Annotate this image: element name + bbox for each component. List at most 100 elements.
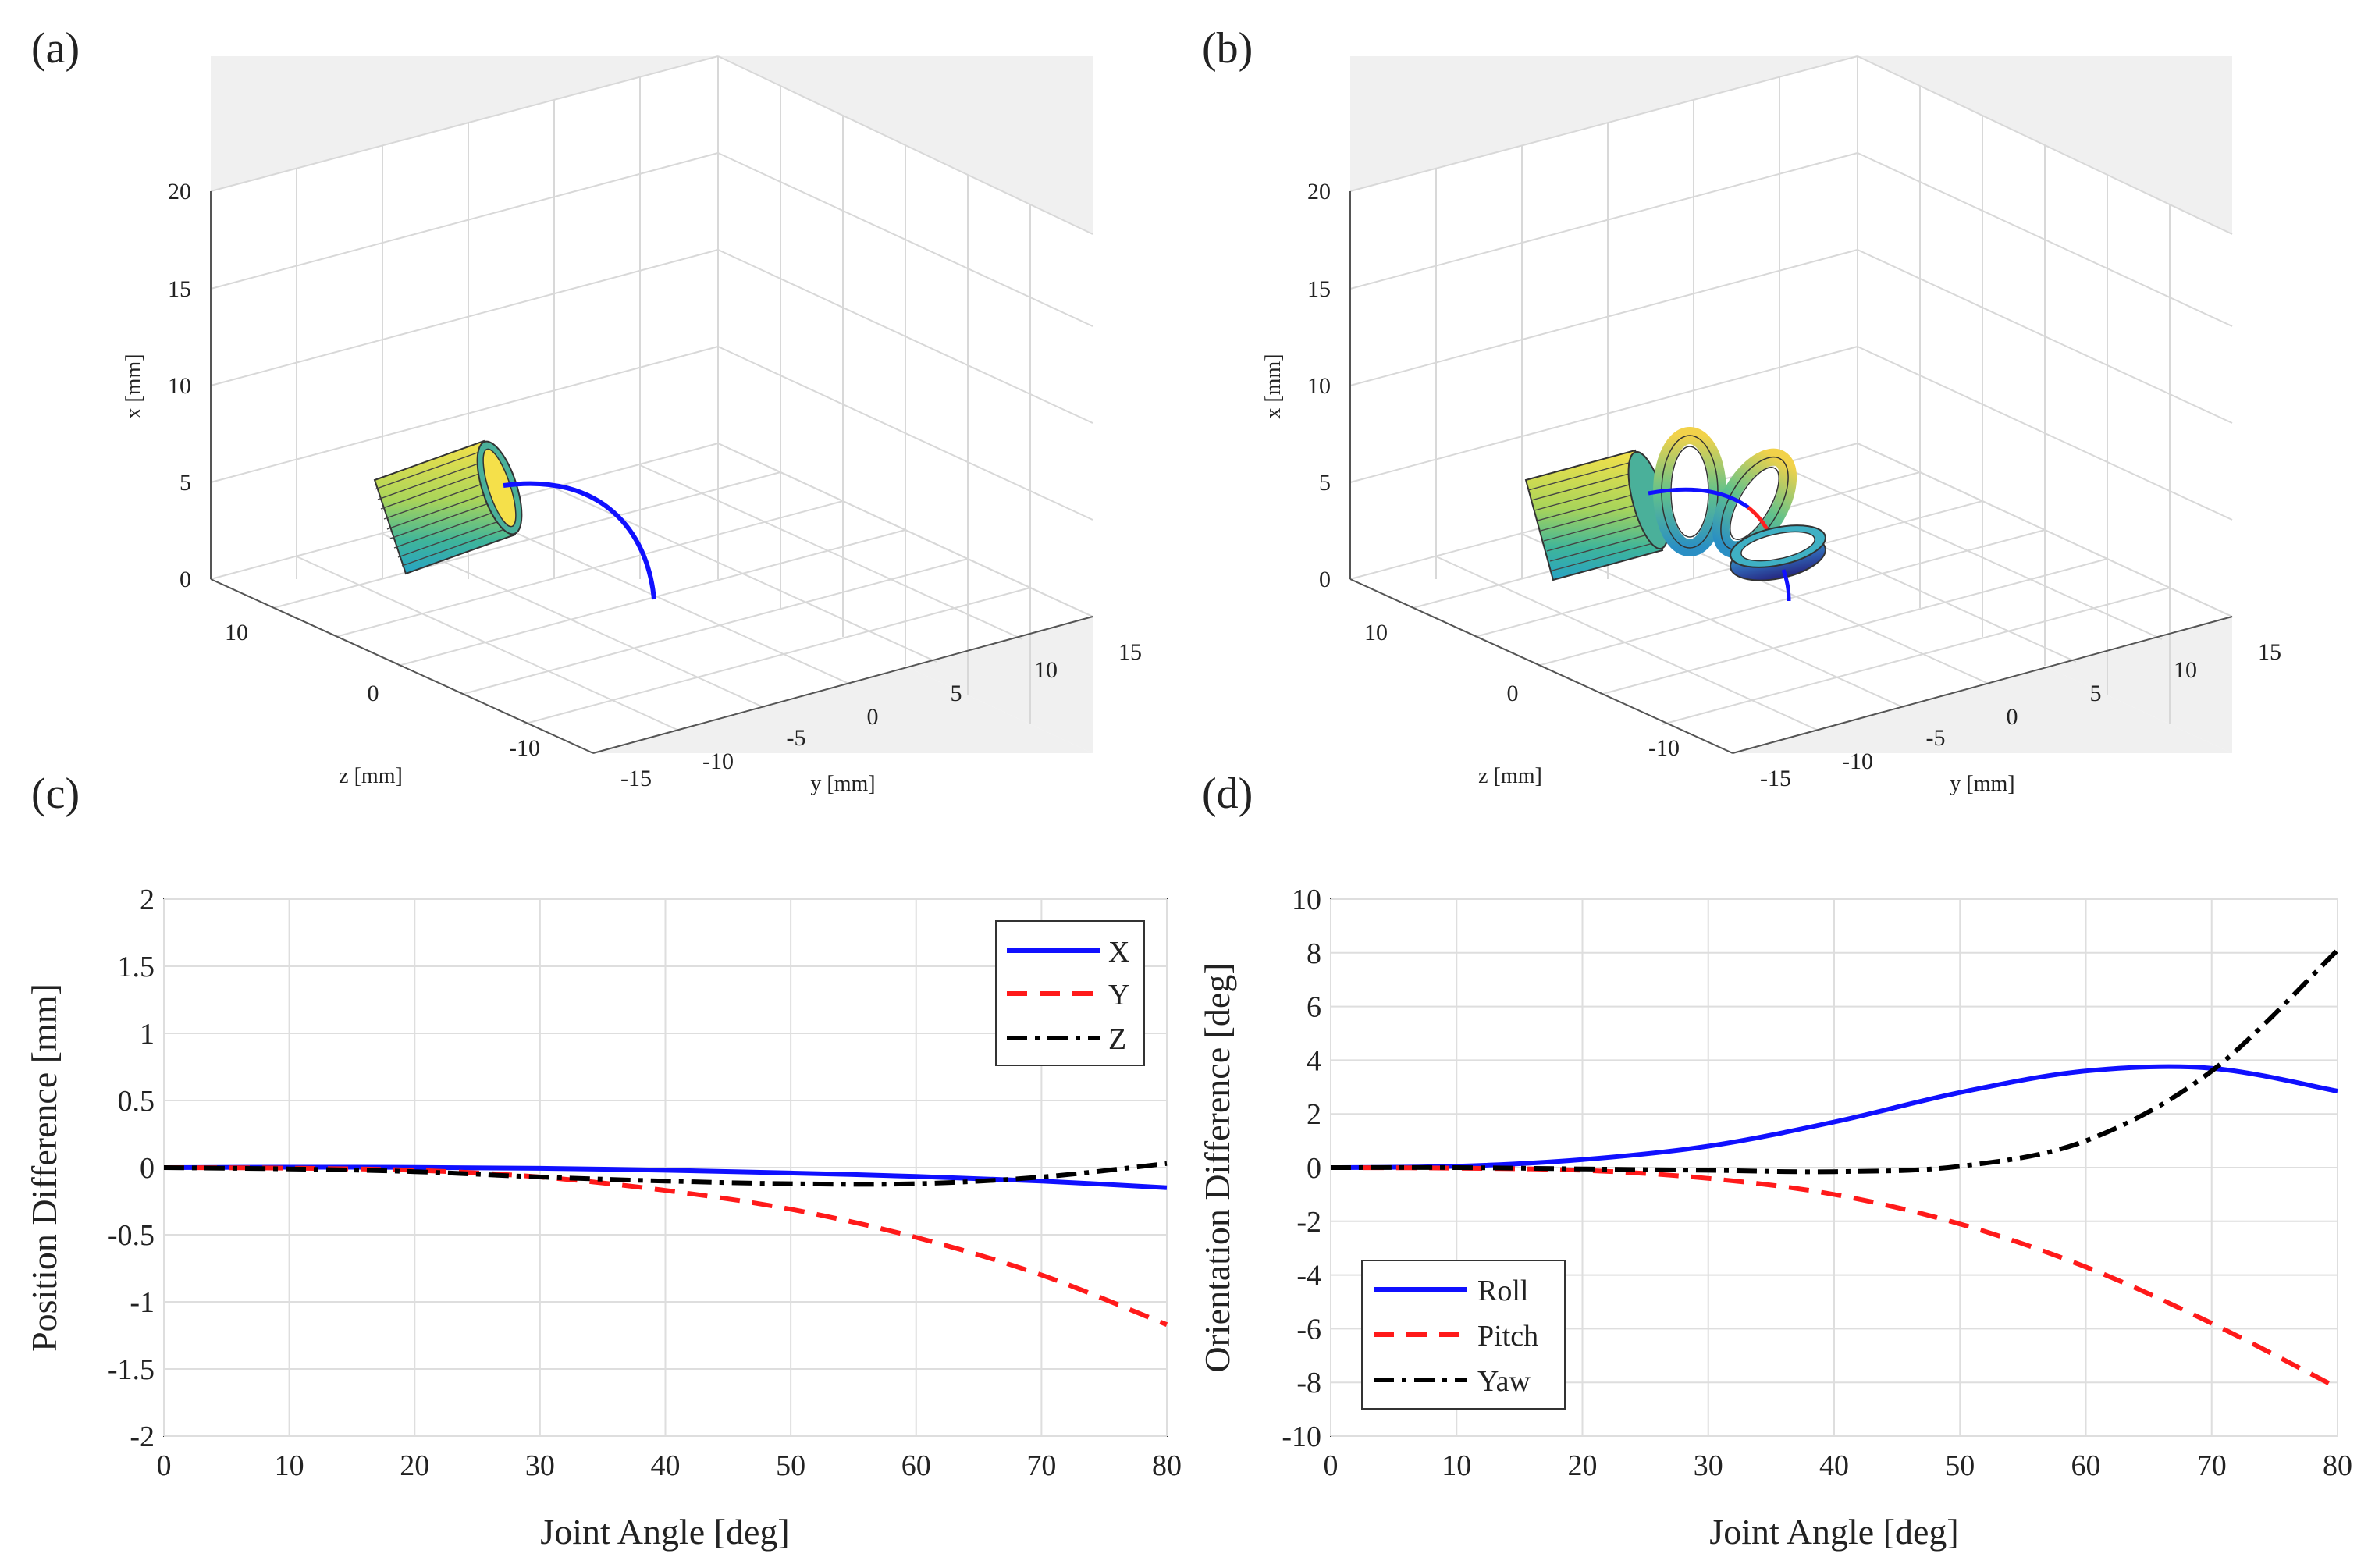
x-tick-label: 10 — [275, 1449, 304, 1482]
legend-box — [995, 920, 1145, 1066]
axis-tick-label: 15 — [2258, 639, 2281, 665]
axes3d-grid-b — [1349, 55, 2233, 754]
y-tick-label: 1.5 — [118, 951, 155, 983]
y-tick-label: -0.5 — [108, 1219, 155, 1252]
axis-tick-label: -5 — [787, 725, 806, 751]
y-tick-label: -2 — [130, 1420, 155, 1453]
y-tick-label: -8 — [1296, 1367, 1321, 1399]
axis-tick-label: 0 — [180, 567, 191, 592]
base-cylinder — [1524, 449, 1669, 581]
panel-a: (a) — [31, 24, 1142, 796]
y-tick-label: 0.5 — [118, 1085, 155, 1118]
axis-label-y: Position Difference [mm] — [24, 983, 64, 1352]
series-lines — [1330, 948, 2340, 1390]
y-tick-label: -10 — [1282, 1420, 1321, 1453]
axis-tick-label: -5 — [1926, 725, 1946, 751]
axis-tick-label: 5 — [2090, 681, 2102, 706]
x-tick-label: 10 — [1442, 1449, 1471, 1482]
series-line-yaw — [1330, 948, 2340, 1175]
y-tick-label: 2 — [1307, 1098, 1321, 1131]
ring-3 — [1730, 524, 1826, 581]
axis-tick-label: 10 — [1307, 373, 1331, 399]
series-lines — [163, 1161, 1168, 1327]
legend-label-x: X — [1108, 936, 1129, 969]
axis-label-xlabel: y [mm] — [810, 772, 875, 796]
panel-c: (c) 2 1.5 1 0.5 0 -0.5 -1 -1.5 -2 0 10 20 30 40 50 60 7… — [24, 770, 1182, 1552]
x-ticks: 0 10 20 30 40 50 60 70 80 — [157, 1449, 1182, 1482]
x-tick-label: 0 — [1324, 1449, 1339, 1482]
y-tick-label: 10 — [1292, 884, 1321, 916]
x-tick-label: 30 — [1694, 1449, 1723, 1482]
y-tick-label: 6 — [1307, 991, 1321, 1024]
axis-tick-label: -10 — [702, 748, 734, 774]
axes3d-edges-b — [1349, 191, 2233, 754]
axis-tick-label: 5 — [1319, 470, 1331, 496]
legend-label-pitch: Pitch — [1477, 1320, 1538, 1353]
x-tick-label: 40 — [1819, 1449, 1849, 1482]
axes3d-grid-a — [210, 55, 1093, 754]
x-tick-label: 50 — [1945, 1449, 1975, 1482]
axis-tick-label: 5 — [180, 470, 191, 496]
axis-tick-label: 10 — [2174, 657, 2197, 683]
axis-tick-label: -15 — [620, 766, 652, 791]
axis-label-x: Joint Angle [deg] — [1709, 1512, 1958, 1552]
panel-label-c: (c) — [31, 770, 80, 818]
x-tick-label: 50 — [776, 1449, 805, 1482]
axis-label-zlabel: x [mm] — [122, 354, 146, 418]
axis-tick-label: 15 — [168, 276, 191, 302]
base-cylinder — [373, 439, 523, 575]
axis-tick-label: 5 — [951, 681, 962, 706]
legend-label-y: Y — [1108, 979, 1129, 1012]
legend: Roll Pitch Yaw — [1361, 1260, 1566, 1410]
y-tick-label: -4 — [1296, 1260, 1321, 1292]
x-ticks: 0 10 20 30 40 50 60 70 80 — [1324, 1449, 2353, 1482]
legend: X Y Z — [995, 920, 1145, 1066]
axis-tick-label: 15 — [1118, 639, 1142, 665]
axis-tick-label: 0 — [1507, 681, 1519, 706]
x-tick-label: 60 — [2071, 1449, 2101, 1482]
bending-path — [503, 481, 656, 600]
axis-tick-label: 10 — [225, 620, 248, 645]
bending-path — [1781, 569, 1791, 602]
axis-tick-label: 10 — [1034, 657, 1058, 683]
series-line-z — [163, 1161, 1168, 1187]
y-tick-label: 0 — [1307, 1152, 1321, 1185]
axis-tick-label: 10 — [1364, 620, 1388, 645]
y-tick-label: -2 — [1296, 1206, 1321, 1239]
axis-tick-label: 0 — [867, 704, 879, 730]
x-tick-label: 70 — [2197, 1449, 2227, 1482]
axis-tick-label: 0 — [1319, 567, 1331, 592]
series-line-roll — [1330, 1064, 2338, 1170]
y-tick-label: 0 — [140, 1152, 155, 1185]
axes3d-edges-a — [210, 191, 1093, 754]
axis-tick-label: 0 — [2007, 704, 2018, 730]
legend-label-roll: Roll — [1477, 1275, 1528, 1307]
legend-label-yaw: Yaw — [1477, 1365, 1531, 1398]
ring-2 — [1712, 448, 1797, 559]
y-tick-label: 4 — [1307, 1044, 1321, 1077]
panel-b: (b) — [1202, 24, 2281, 796]
panel-label-a: (a) — [31, 24, 80, 73]
axis-label-x: Joint Angle [deg] — [540, 1512, 789, 1552]
x-tick-label: 80 — [1152, 1449, 1182, 1482]
x-tick-label: 30 — [525, 1449, 555, 1482]
axis-tick-label: -10 — [1842, 748, 1873, 774]
y-tick-label: -6 — [1296, 1313, 1321, 1346]
axis-label-y: Orientation Difference [deg] — [1197, 962, 1237, 1372]
axis-tick-label: 20 — [1307, 179, 1331, 204]
panel-label-b: (b) — [1202, 24, 1253, 73]
x-tick-label: 0 — [157, 1449, 172, 1482]
x-tick-label: 80 — [2323, 1449, 2352, 1482]
bending-path-segment — [1648, 487, 1750, 510]
axis-tick-label: 20 — [168, 179, 191, 204]
legend-box — [1361, 1260, 1566, 1410]
axis-tick-label: 15 — [1307, 276, 1331, 302]
axis-label-xlabel: y [mm] — [1950, 772, 2014, 796]
axis-tick-label: 10 — [168, 373, 191, 399]
y-ticks: 2 1.5 1 0.5 0 -0.5 -1 -1.5 -2 — [108, 884, 155, 1453]
y-tick-label: 2 — [140, 884, 155, 916]
y-ticks: 10 8 6 4 2 0 -2 -4 -6 -8 -10 — [1282, 884, 1321, 1453]
axis-label-zlabel: x [mm] — [1261, 354, 1285, 418]
y-tick-label: 8 — [1307, 937, 1321, 970]
